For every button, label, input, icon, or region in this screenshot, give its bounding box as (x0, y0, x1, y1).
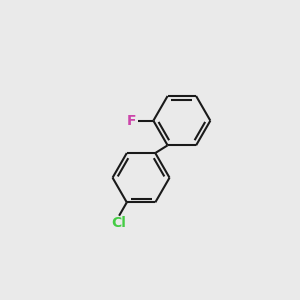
Text: Cl: Cl (112, 217, 127, 230)
Text: F: F (127, 114, 136, 128)
